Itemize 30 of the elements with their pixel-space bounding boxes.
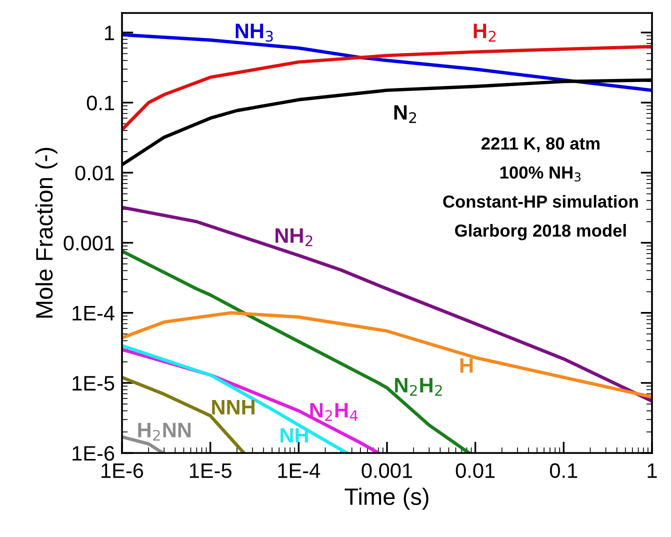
series-label: H$_{2}$NN <box>138 422 191 441</box>
series-label: N$_{2}$H$_{4}$ <box>310 403 358 421</box>
y-tick-label: 0.1 <box>86 96 114 110</box>
y-tick-label: 1E-4 <box>72 306 114 320</box>
annotation: Glarborg 2018 model <box>455 224 626 240</box>
series-label: H$_{2}$ <box>474 24 496 42</box>
x-axis-title: Time (s) <box>344 488 428 510</box>
series-label: NH$_{3}$ <box>236 24 273 42</box>
series-label: N$_{2}$ <box>394 105 416 123</box>
series-label: H <box>460 358 473 373</box>
series-label: N$_{2}$H$_{2}$ <box>395 378 442 396</box>
y-tick-label: 0.001 <box>64 236 114 251</box>
x-tick-label: 1E-6 <box>102 463 144 478</box>
series-label: NNH <box>212 400 254 414</box>
y-tick-label: 1E-5 <box>72 376 114 391</box>
annotation: 100% NH$_{3}$ <box>500 166 581 182</box>
x-tick-label: 1 <box>648 463 657 478</box>
x-tick-label: 1E-5 <box>190 463 232 478</box>
annotation: Constant-HP simulation <box>443 194 638 208</box>
y-tick-label: 0.01 <box>75 166 114 180</box>
series-label: NH <box>280 428 308 443</box>
x-tick-label: 1E-4 <box>278 463 320 478</box>
annotation: 2211 K, 80 atm <box>481 137 600 152</box>
x-tick-label: 0.001 <box>362 463 412 478</box>
series-label: NH$_{2}$ <box>276 228 312 246</box>
x-tick-label: 0.01 <box>456 463 495 478</box>
x-tick-label: 0.1 <box>550 463 578 478</box>
y-tick-label: 1E-6 <box>72 446 114 461</box>
y-axis-title: Mole Fraction (-) <box>35 148 58 318</box>
y-tick-label: 1 <box>105 26 114 40</box>
